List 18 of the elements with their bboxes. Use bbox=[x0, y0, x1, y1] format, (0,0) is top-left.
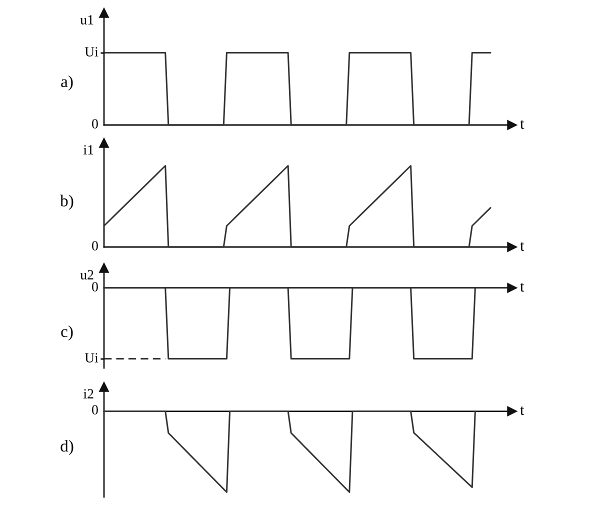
text: 0 bbox=[92, 405, 98, 414]
text: 0 bbox=[92, 119, 98, 128]
text: Ui bbox=[84, 353, 98, 362]
y-axis-title: u1 bbox=[80, 15, 94, 24]
text: b) bbox=[60, 194, 74, 210]
text: 0 bbox=[92, 282, 98, 292]
text: d) bbox=[60, 440, 74, 456]
y-axis-title: i2 bbox=[83, 389, 94, 398]
text: a) bbox=[61, 75, 73, 91]
text: 0 bbox=[92, 241, 98, 250]
text: c) bbox=[61, 325, 73, 341]
x-axis-title: t bbox=[520, 406, 524, 416]
x-axis-title: t bbox=[520, 242, 524, 251]
x-axis-title: t bbox=[520, 282, 524, 292]
y-axis-title: u2 bbox=[80, 270, 94, 280]
y-axis-title: i1 bbox=[83, 145, 94, 154]
text: Ui bbox=[84, 47, 98, 56]
x-axis-title: t bbox=[520, 120, 524, 129]
